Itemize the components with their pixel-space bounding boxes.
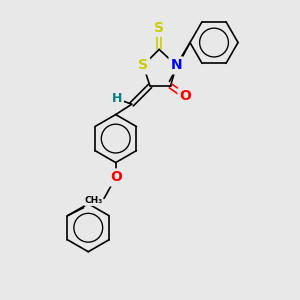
- Text: O: O: [110, 170, 122, 184]
- Text: N: N: [170, 58, 182, 72]
- Text: H: H: [112, 92, 122, 105]
- Text: O: O: [179, 89, 191, 103]
- Text: CH₃: CH₃: [85, 196, 103, 206]
- Text: S: S: [138, 58, 148, 72]
- Text: S: S: [154, 21, 164, 35]
